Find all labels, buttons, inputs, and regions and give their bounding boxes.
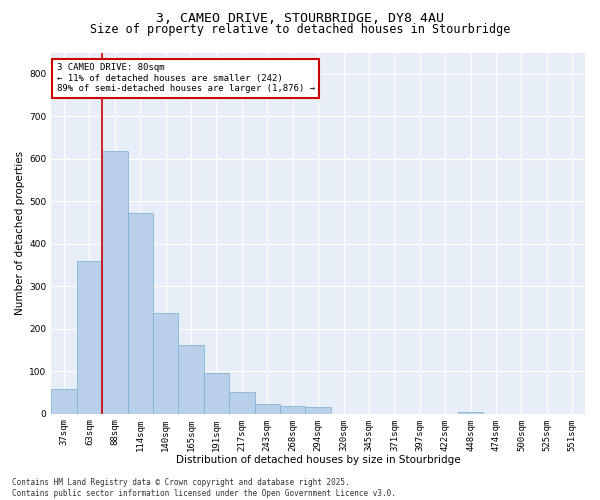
Bar	[458, 412, 484, 414]
Text: Contains HM Land Registry data © Crown copyright and database right 2025.
Contai: Contains HM Land Registry data © Crown c…	[12, 478, 396, 498]
Bar	[102, 151, 128, 413]
Y-axis label: Number of detached properties: Number of detached properties	[15, 151, 25, 315]
Text: 3, CAMEO DRIVE, STOURBRIDGE, DY8 4AU: 3, CAMEO DRIVE, STOURBRIDGE, DY8 4AU	[156, 12, 444, 26]
Bar	[305, 408, 331, 414]
Bar	[128, 213, 153, 414]
Bar	[254, 404, 280, 413]
Bar	[204, 372, 229, 414]
Bar	[153, 314, 178, 414]
Text: 3 CAMEO DRIVE: 80sqm
← 11% of detached houses are smaller (242)
89% of semi-deta: 3 CAMEO DRIVE: 80sqm ← 11% of detached h…	[56, 64, 314, 93]
Bar	[229, 392, 254, 413]
Bar	[280, 406, 305, 413]
X-axis label: Distribution of detached houses by size in Stourbridge: Distribution of detached houses by size …	[176, 455, 460, 465]
Bar	[178, 345, 204, 414]
Bar	[51, 390, 77, 413]
Text: Size of property relative to detached houses in Stourbridge: Size of property relative to detached ho…	[90, 24, 510, 36]
Bar	[77, 260, 102, 414]
